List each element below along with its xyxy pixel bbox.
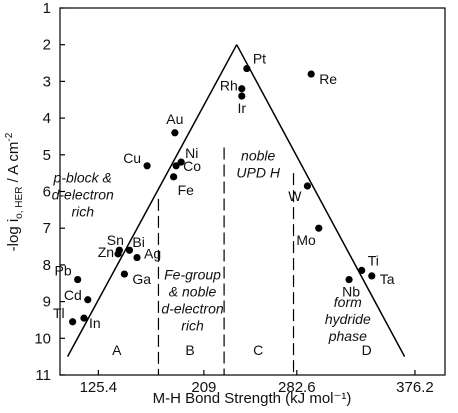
point-label-cd: Cd <box>64 287 82 303</box>
data-point-ag <box>133 253 141 262</box>
x-axis-title: M-H Bond Strength (kJ mol⁻¹) <box>153 390 352 407</box>
point-label-w: W <box>288 188 302 204</box>
y-tick-label: 1 <box>43 0 51 17</box>
y-tick-label: 8 <box>43 257 51 274</box>
region-label-line: rich <box>71 203 94 219</box>
region-label-line: d-electron <box>52 186 114 202</box>
y-tick-label: 4 <box>43 110 51 127</box>
data-point-cu <box>143 162 151 170</box>
region-label-line: phase <box>328 328 367 344</box>
region-label: noble UPD H <box>236 147 280 180</box>
data-point-bi <box>125 246 134 254</box>
data-points <box>69 64 376 326</box>
point-label-ti: Ti <box>368 252 379 268</box>
volcano-line <box>236 44 406 358</box>
region-label-line: form <box>334 294 362 310</box>
point-label-bi: Bi <box>132 234 144 250</box>
data-point-tl <box>69 318 77 326</box>
region-letter-c: C <box>253 342 263 358</box>
data-point-ni <box>177 158 185 166</box>
point-label-pb: Pb <box>55 263 72 279</box>
y-axis-title-post: / A cm <box>5 142 22 187</box>
y-tick-label: 2 <box>43 37 51 54</box>
region-label-line: hydride <box>325 311 371 327</box>
region-label: form hydride phase <box>325 294 371 344</box>
data-point-au <box>171 129 179 137</box>
y-axis-title-pre: -log i <box>5 219 22 252</box>
data-point-w <box>303 182 312 190</box>
region-letter-d: D <box>362 342 372 358</box>
data-point-fe <box>170 173 178 181</box>
x-tick-label: 376.2 <box>396 379 434 396</box>
y-tick-label: 9 <box>43 294 51 311</box>
y-tick-label: 6 <box>43 184 51 201</box>
volcano-line <box>66 44 238 358</box>
point-label-ag: Ag <box>144 246 161 262</box>
data-point-co <box>172 162 180 170</box>
point-label-ir: Ir <box>237 100 246 116</box>
point-label-sn: Sn <box>107 232 124 248</box>
y-axis-title-sub: o, HER <box>14 187 25 219</box>
data-point-zn <box>114 250 122 258</box>
point-label-cu: Cu <box>123 150 141 166</box>
data-point-pt <box>243 64 251 73</box>
point-label-tl: Tl <box>53 305 65 321</box>
y-axis-title-sup: -2 <box>4 132 15 141</box>
point-label-au: Au <box>166 111 183 127</box>
point-label-rh: Rh <box>220 78 238 94</box>
region-label-line: noble <box>241 147 275 163</box>
point-label-zn: Zn <box>98 244 114 260</box>
region-label: p-block & d-electron rich <box>52 169 114 219</box>
region-label-line: p-block & <box>53 169 112 185</box>
data-point-re <box>307 70 315 78</box>
point-label-fe: Fe <box>178 182 195 198</box>
point-label-nb: Nb <box>342 284 360 300</box>
point-label-ga: Ga <box>132 271 151 287</box>
point-label-ta: Ta <box>380 271 395 287</box>
data-point-nb <box>345 275 353 284</box>
y-tick-label: 3 <box>43 73 51 90</box>
data-point-pb <box>74 275 82 284</box>
x-tick-label: 209 <box>191 379 216 396</box>
y-tick-label: 10 <box>34 330 51 347</box>
y-axis-title: -log io, HER / A cm-2 <box>4 132 25 251</box>
volcano-lines <box>66 44 406 358</box>
region-dividers <box>157 147 295 375</box>
y-tick-label: 11 <box>35 367 51 384</box>
region-label-line: UPD H <box>236 164 280 180</box>
region-label: Fe-group & noble d-electron rich <box>161 267 223 334</box>
data-point-ti <box>358 266 366 275</box>
data-point-mo <box>315 224 323 232</box>
axis-ticks: 1 2 3 4 5 6 7 8 9 10 11 125.4 209 282.6 376.2 <box>34 0 433 396</box>
data-point-ir <box>238 92 246 100</box>
region-label-line: d-electron <box>161 301 223 317</box>
y-tick-label: 7 <box>43 220 51 237</box>
region-letter-a: A <box>112 342 122 358</box>
data-point-ta <box>368 272 376 280</box>
data-point-rh <box>238 85 246 93</box>
region-letter-b: B <box>185 342 194 358</box>
point-label-mo: Mo <box>296 232 316 248</box>
region-label-line: rich <box>181 318 204 334</box>
point-label-re: Re <box>319 71 337 87</box>
data-point-in <box>80 314 88 322</box>
data-point-cd <box>84 296 92 304</box>
x-tick-label: 282.6 <box>278 379 316 396</box>
point-label-co: Co <box>183 158 201 174</box>
point-label-pt: Pt <box>253 51 266 67</box>
region-label-line: & noble <box>169 284 217 300</box>
x-tick-label: 125.4 <box>80 379 118 396</box>
region-label-line: Fe-group <box>164 267 221 283</box>
data-point-ga <box>120 270 128 278</box>
point-label-ni: Ni <box>185 145 198 161</box>
point-label-in: In <box>89 315 101 331</box>
y-tick-label: 5 <box>43 147 51 164</box>
